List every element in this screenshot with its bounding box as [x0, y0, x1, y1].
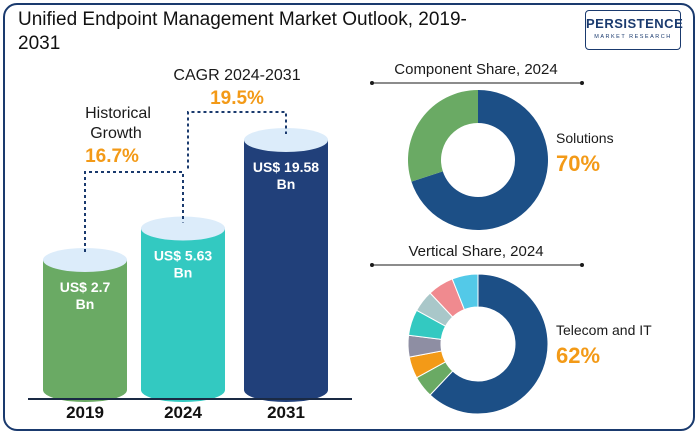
- annotation-value-cagr: 19.5%: [210, 88, 264, 109]
- donut-title-rule-dot-right-0: [580, 81, 584, 85]
- annotation-label-historical-line2: Growth: [90, 125, 142, 142]
- donut-title-rule-dot-left-0: [370, 81, 374, 85]
- donut-title-0: Component Share, 2024: [394, 61, 557, 78]
- bar-top-2024: [141, 216, 225, 241]
- chart-title: Unified Endpoint Management Market Outlo…: [18, 9, 467, 54]
- slice-segment-8: [451, 273, 479, 311]
- donut-callout-value-0: 70%: [556, 151, 600, 176]
- bar-2031: [244, 140, 328, 402]
- bar-top-2031: [244, 128, 328, 152]
- donut-callout-label-1: Telecom and IT: [556, 322, 652, 338]
- slice-solutions: [411, 90, 549, 230]
- bar-value-label-2031: US$ 19.58 Bn: [253, 159, 319, 192]
- donut-title-rule-dot-right-1: [580, 263, 584, 267]
- donut-title-rule-dot-left-1: [370, 263, 374, 267]
- annotation-value-historical: 16.7%: [85, 146, 139, 167]
- donut-callout-label-0: Solutions: [556, 130, 614, 146]
- bar-top-2019: [43, 248, 127, 272]
- brand-logo: PERSISTENCE MARKET RESEARCH: [585, 10, 684, 50]
- brand-tagline: MARKET RESEARCH: [594, 34, 672, 40]
- donut-title-1: Vertical Share, 2024: [408, 243, 543, 260]
- annotation-label-cagr: CAGR 2024-2031: [173, 67, 300, 84]
- x-tick-label-2024: 2024: [164, 403, 202, 422]
- x-tick-label-2031: 2031: [267, 403, 305, 422]
- bar-2024: [141, 228, 225, 402]
- donut-callout-value-1: 62%: [556, 343, 600, 368]
- annotation-label-historical-line1: Historical: [85, 105, 151, 122]
- slice-others: [408, 90, 478, 182]
- bar-2019: [43, 260, 127, 402]
- x-tick-label-2019: 2019: [66, 403, 104, 422]
- bar-value-label-2019: US$ 2.7 Bn: [60, 279, 111, 312]
- brand-name: PERSISTENCE: [586, 16, 684, 31]
- annotation-connector-historical: [84, 171, 184, 252]
- bar-value-label-2024: US$ 5.63 Bn: [154, 248, 213, 281]
- slice-telecom-and-it: [429, 273, 549, 415]
